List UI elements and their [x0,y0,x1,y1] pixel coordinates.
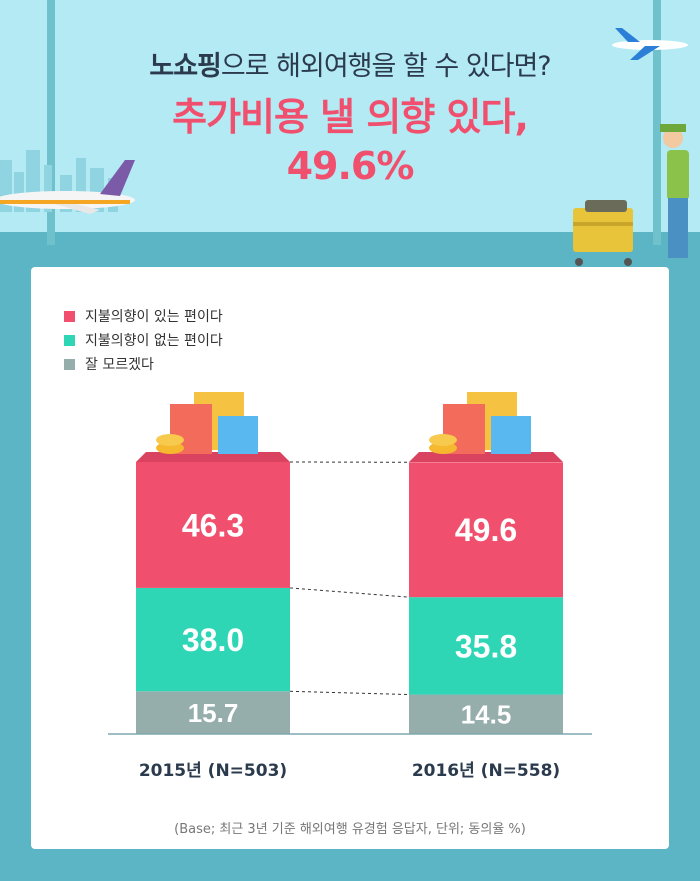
headline-question-rest: 으로 해외여행을 할 수 있다면? [220,51,552,82]
data-label: 35.8 [455,628,517,664]
window-pillar [653,0,661,245]
data-label: 49.6 [455,512,517,548]
category-label: 2015년 (N=503) [139,761,287,781]
coin-stack-icon [429,434,457,446]
legend-item-no: 지불의향이 없는 편이다 [64,328,223,352]
shopping-bag-icon [491,416,531,454]
legend-label: 지불의향이 있는 편이다 [85,309,223,325]
bar-segment [136,691,290,734]
bar-top-cap [409,452,563,462]
headline-percent: 49.6% [286,144,415,188]
legend-swatch [64,334,75,346]
footnote: (Base; 최근 3년 기준 해외여행 유경험 응답자, 단위; 동의율 %) [174,822,526,837]
window-pillar [47,0,55,245]
legend-item-yes: 지불의향이 있는 편이다 [64,304,223,328]
headline-question-bold: 노쇼핑 [149,51,222,82]
headline-main: 추가비용 낼 의향 있다, [172,95,529,139]
legend-label: 지불의향이 없는 편이다 [85,333,223,349]
data-label: 38.0 [182,622,244,658]
airplane-sky-icon [612,28,688,60]
bar-segment [409,694,563,734]
data-label: 14.5 [461,700,512,730]
connector-line [289,690,410,696]
connector-line [289,587,410,598]
bar-segment [409,597,563,695]
airport-scene-illustration [0,28,689,266]
airplane-ground-icon [0,160,135,214]
legend-swatch [64,310,75,322]
legend-swatch [64,358,75,370]
bar-top-cap [136,452,290,462]
legend-label: 잘 모르겠다 [85,357,154,373]
shopping-bag-icon [218,416,258,454]
bar-segment [136,587,290,692]
chart-legend: 지불의향이 있는 편이다 지불의향이 없는 편이다 잘 모르겠다 [64,304,223,376]
headline-question: 노쇼핑으로 해외여행을 할 수 있다면? [0,44,700,83]
data-label: 15.7 [188,698,239,728]
bar-segment [409,462,563,598]
category-label: 2016년 (N=558) [412,761,560,781]
traveler-with-luggage-icon [573,124,689,266]
bar-segment [136,462,290,588]
data-label: 46.3 [182,507,244,543]
coin-stack-icon [156,434,184,446]
legend-item-unsure: 잘 모르겠다 [64,352,223,376]
